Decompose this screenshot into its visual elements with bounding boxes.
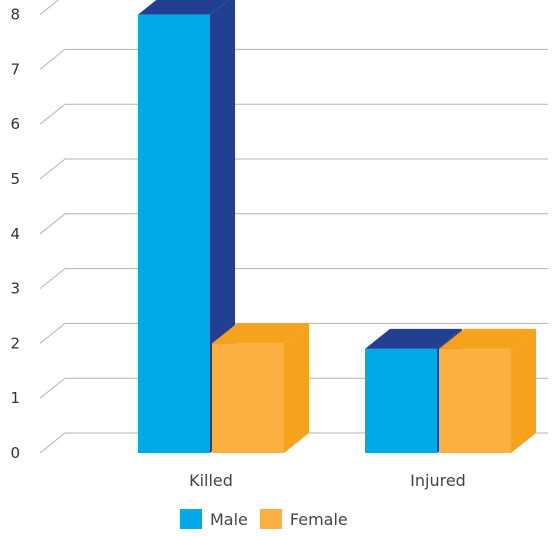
bar [439,328,536,453]
gridline [39,0,60,15]
y-tick-label: 4 [10,225,20,243]
legend-label-male: Male [210,509,248,529]
legend-item-female: Female [259,509,348,529]
gridline [39,158,548,180]
bar-front [138,14,210,453]
y-tick-label: 5 [10,170,20,188]
bar-side [511,328,536,453]
y-tick-label: 6 [10,115,20,133]
legend-item-male: Male [180,509,248,529]
y-tick-label: 8 [10,6,20,24]
legend-swatch-female [259,509,282,529]
legend-swatch-male [180,509,202,529]
x-axis-categories: Killed Injured [189,471,466,490]
y-tick-label: 1 [10,389,20,407]
bar-top [138,0,229,15]
bar-top [365,328,462,349]
bar-front [212,343,284,453]
gridline [39,213,548,235]
legend-label-female: Female [289,509,348,529]
gridline [39,48,548,70]
y-axis-ticks: 0 1 2 3 4 5 6 7 8 [10,6,20,462]
x-category-label: Injured [410,471,466,490]
legend: Male Female [180,509,360,529]
gridline [39,103,548,125]
bar-side [284,323,309,453]
bar-top [439,328,536,349]
x-category-label: Killed [189,471,233,490]
bar-front [439,348,511,453]
gridline [39,268,548,289]
bar-front [365,348,437,453]
y-tick-label: 2 [10,334,20,352]
bar [212,323,309,453]
bar-top [212,323,309,344]
bar-chart: 0 1 2 3 4 5 6 7 8 Killed Injured [10,0,548,490]
y-tick-label: 0 [10,444,20,462]
bars [138,0,536,453]
y-tick-label: 3 [10,280,20,298]
gridline [39,322,548,344]
y-tick-label: 7 [10,60,20,78]
gridlines [39,0,548,454]
